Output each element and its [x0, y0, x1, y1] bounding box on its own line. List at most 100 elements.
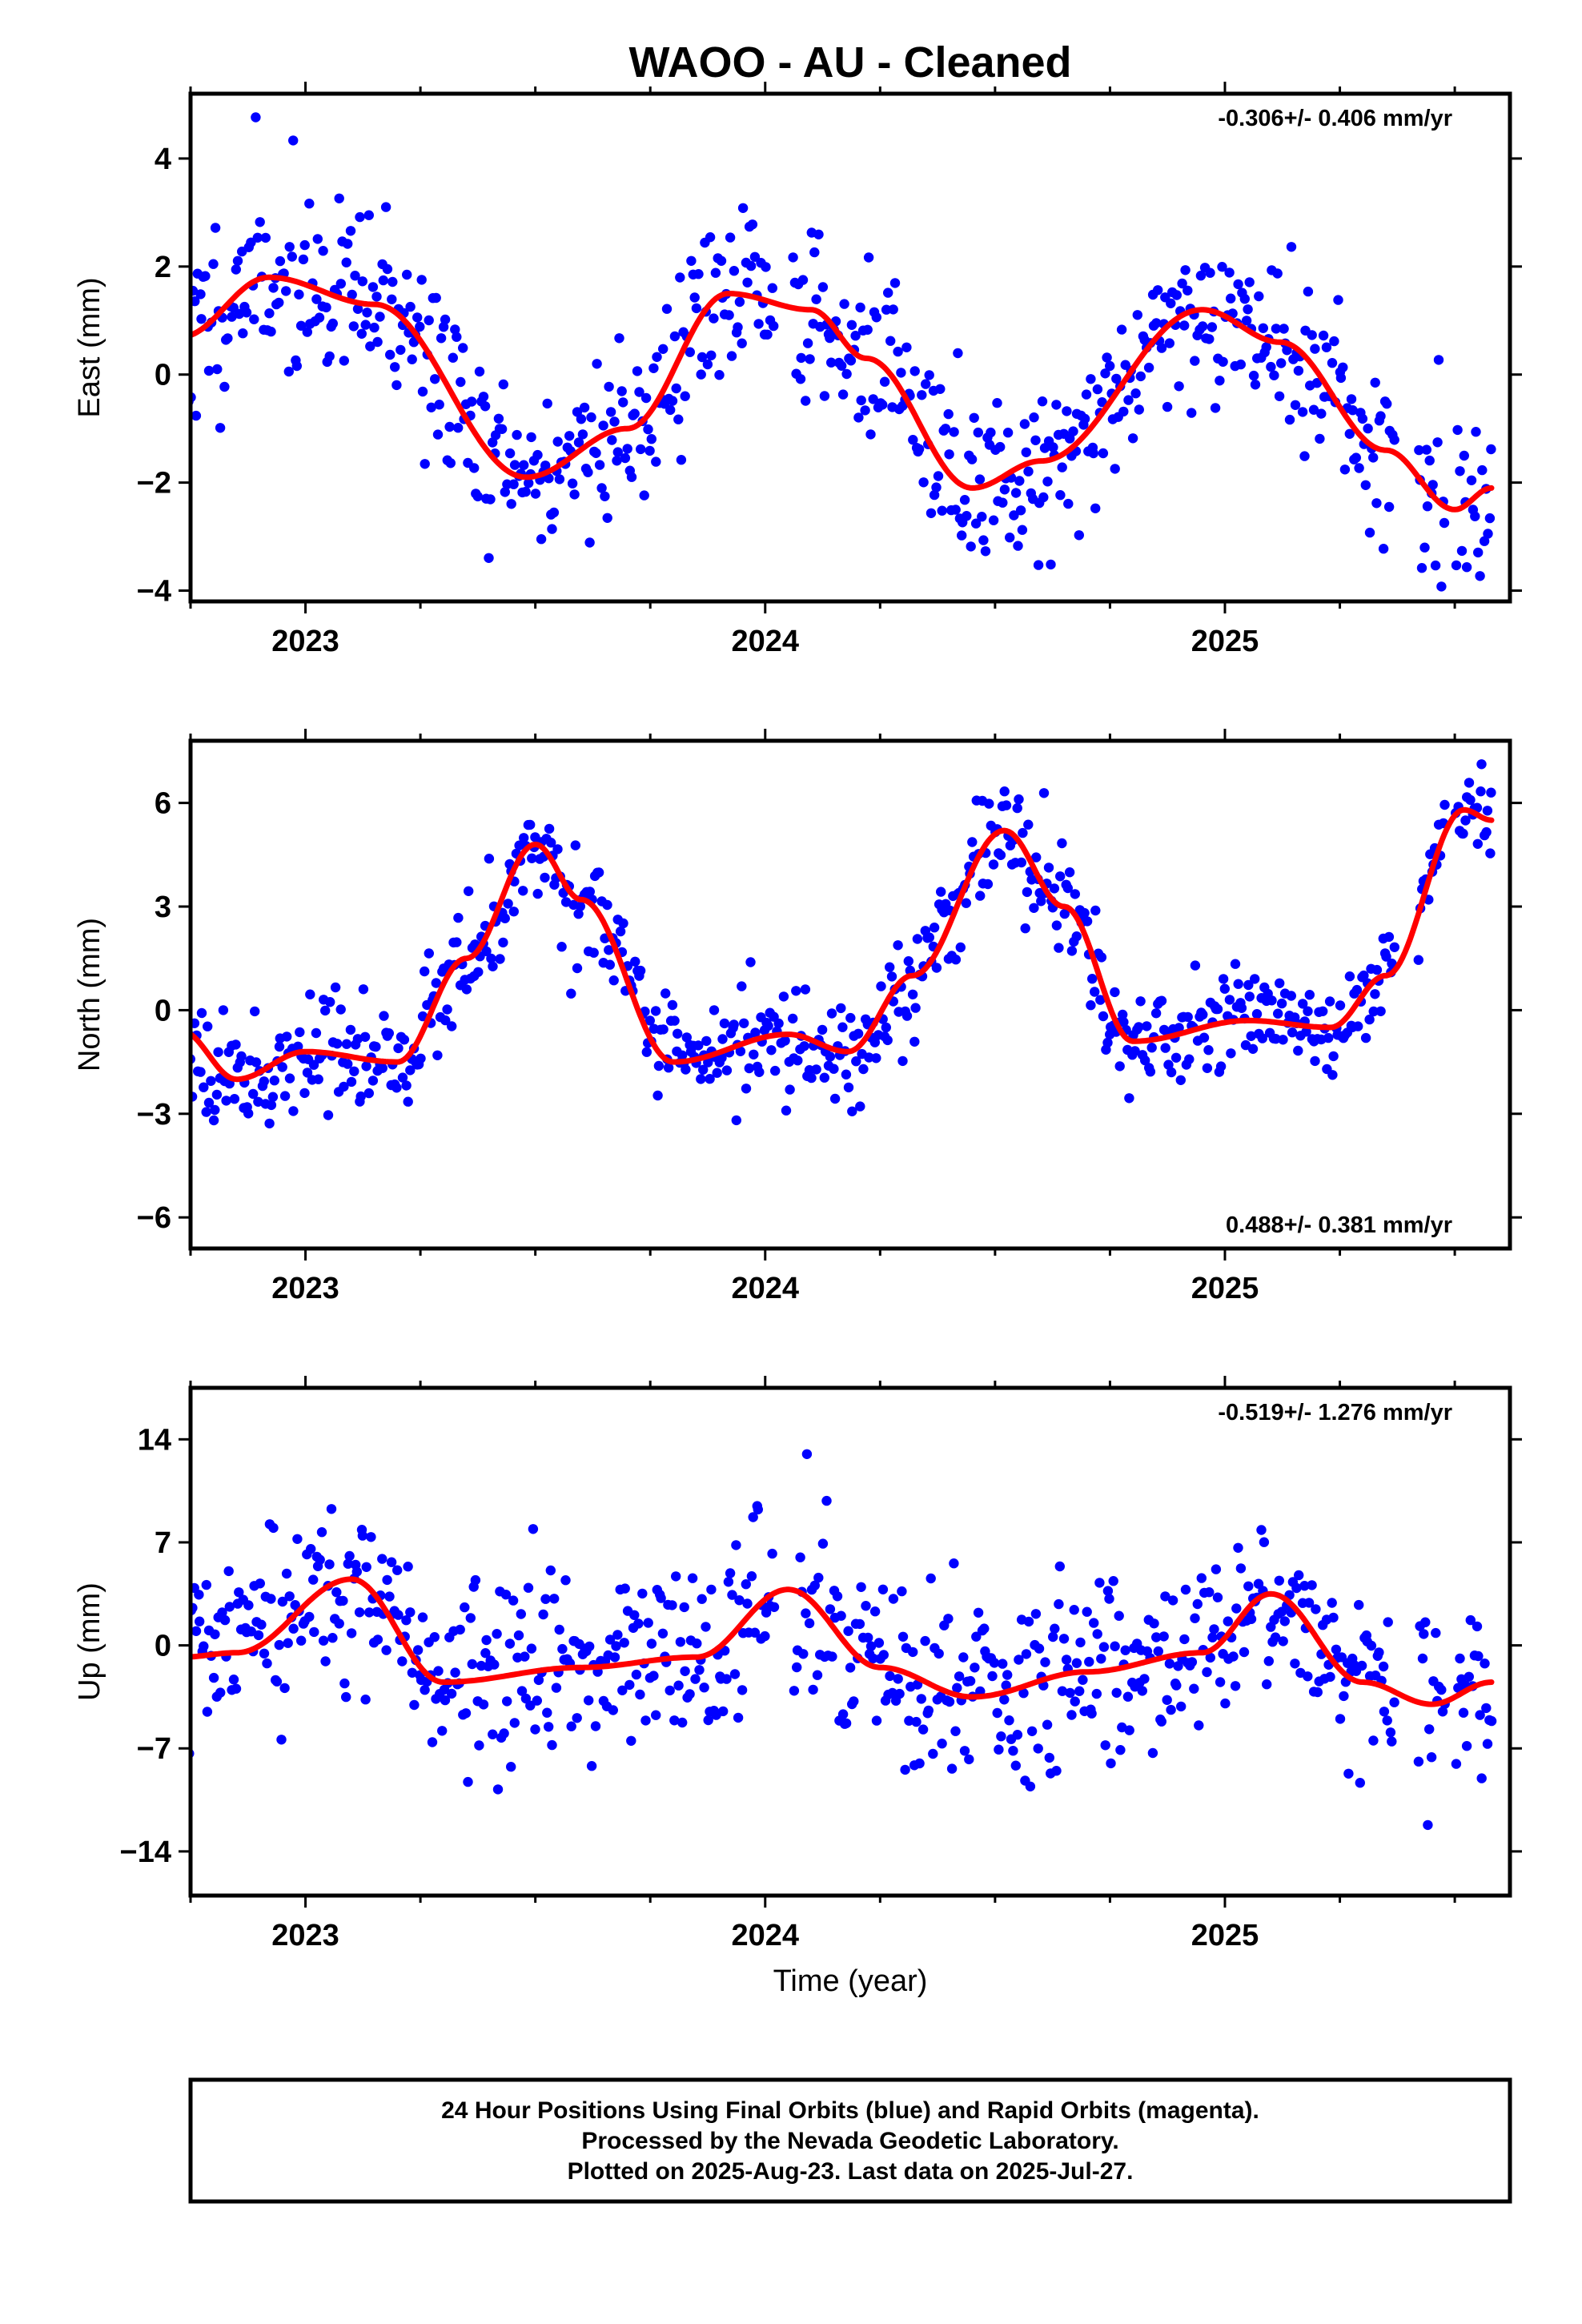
east-data-point	[1433, 355, 1444, 365]
east-data-point	[311, 294, 322, 304]
east-data-point	[805, 354, 815, 364]
up-data-point	[861, 1601, 871, 1611]
east-y-axis-label: East (mm)	[73, 277, 106, 417]
east-data-point	[391, 380, 402, 391]
east-data-point	[1272, 268, 1283, 279]
east-data-point	[933, 471, 944, 481]
east-data-point	[762, 329, 773, 340]
north-data-point	[901, 1011, 913, 1021]
east-x-ticks	[189, 82, 1456, 613]
up-data-point	[721, 1674, 732, 1684]
east-data-point	[1436, 581, 1447, 592]
east-data-point	[1086, 374, 1096, 384]
east-data-point	[176, 376, 186, 385]
north-data-point	[274, 1041, 285, 1052]
up-data-point	[873, 1638, 885, 1648]
up-data-point	[467, 1659, 477, 1670]
east-data-point	[1461, 562, 1472, 573]
east-data-point	[1318, 330, 1329, 341]
east-data-point	[1062, 406, 1072, 416]
north-data-point	[673, 1028, 683, 1039]
east-data-point	[998, 497, 1008, 508]
east-data-point	[1171, 290, 1182, 300]
up-data-point	[320, 1656, 331, 1667]
east-data-point	[1357, 413, 1368, 424]
up-y-axis-label: Up (mm)	[73, 1582, 106, 1701]
east-data-point	[417, 386, 428, 397]
north-data-point	[1064, 867, 1075, 878]
up-data-point	[255, 1578, 265, 1589]
north-data-point	[819, 1072, 829, 1083]
east-data-point	[1383, 501, 1395, 513]
up-data-point	[427, 1737, 438, 1747]
up-data-point	[965, 1675, 976, 1687]
east-data-point	[238, 328, 248, 339]
north-data-point	[341, 1039, 352, 1049]
north-data-point	[250, 1006, 260, 1017]
east-rate-annotation: -0.306+/- 0.406 mm/yr	[1218, 106, 1452, 131]
east-data-point	[1439, 517, 1450, 529]
north-data-point	[618, 918, 628, 929]
east-data-point	[1055, 490, 1066, 501]
east-data-point	[191, 410, 202, 421]
east-data-point	[542, 398, 552, 409]
north-data-point	[1375, 1006, 1386, 1017]
east-data-point	[644, 445, 655, 456]
up-data-point	[734, 1595, 745, 1606]
up-data-point	[669, 1715, 680, 1726]
up-data-point	[215, 1687, 226, 1698]
up-data-point	[429, 1632, 440, 1642]
east-data-point	[839, 299, 849, 309]
east-data-point	[215, 423, 226, 433]
north-data-point	[1472, 838, 1484, 850]
north-data-point	[1250, 974, 1260, 984]
east-data-point	[648, 363, 659, 373]
north-data-point	[203, 1097, 215, 1108]
north-data-point	[1293, 1045, 1303, 1056]
east-data-point	[1297, 407, 1308, 417]
up-data-point	[1122, 1691, 1134, 1702]
north-data-point	[500, 913, 510, 923]
north-data-point	[1062, 883, 1074, 894]
north-x-tick-label: 2023	[271, 1272, 339, 1305]
north-data-point	[667, 999, 678, 1011]
up-data-point	[1139, 1674, 1150, 1684]
east-data-point	[598, 420, 608, 431]
east-data-point	[1375, 411, 1386, 421]
east-data-point	[232, 255, 243, 266]
north-data-point	[1303, 1006, 1313, 1016]
east-data-point	[1329, 336, 1339, 347]
up-plot-frame	[188, 1385, 1512, 1898]
east-data-point	[729, 266, 740, 276]
north-data-point	[744, 1063, 754, 1074]
east-data-point	[966, 454, 978, 464]
up-data-point	[271, 1676, 283, 1687]
east-y-tick-label: 0	[155, 359, 171, 392]
up-x-tick-label: 2024	[731, 1919, 799, 1952]
east-data-point	[284, 242, 295, 252]
north-model-curve	[191, 806, 1495, 1083]
up-data-point	[338, 1595, 348, 1606]
up-data-point	[971, 1631, 982, 1642]
north-data-point	[853, 1028, 864, 1039]
east-data-point	[352, 304, 363, 314]
up-data-point	[545, 1565, 556, 1576]
up-data-point	[1472, 1621, 1483, 1632]
up-data-point	[656, 1593, 666, 1603]
up-data-point	[1461, 1741, 1472, 1751]
north-data-point	[486, 953, 496, 964]
up-data-point	[407, 1667, 418, 1678]
up-data-point	[1239, 1647, 1250, 1658]
east-data-point	[1452, 424, 1463, 436]
north-data-point	[1071, 931, 1082, 942]
east-data-point	[689, 292, 700, 303]
up-data-point	[334, 1618, 344, 1629]
up-data-point	[746, 1571, 757, 1582]
east-data-point	[974, 474, 986, 485]
north-data-point	[1286, 991, 1297, 1001]
up-data-point	[1192, 1598, 1203, 1610]
east-data-point	[1042, 476, 1053, 487]
east-data-point	[1346, 394, 1357, 404]
north-data-point	[1090, 987, 1100, 997]
north-data-point	[572, 963, 583, 974]
